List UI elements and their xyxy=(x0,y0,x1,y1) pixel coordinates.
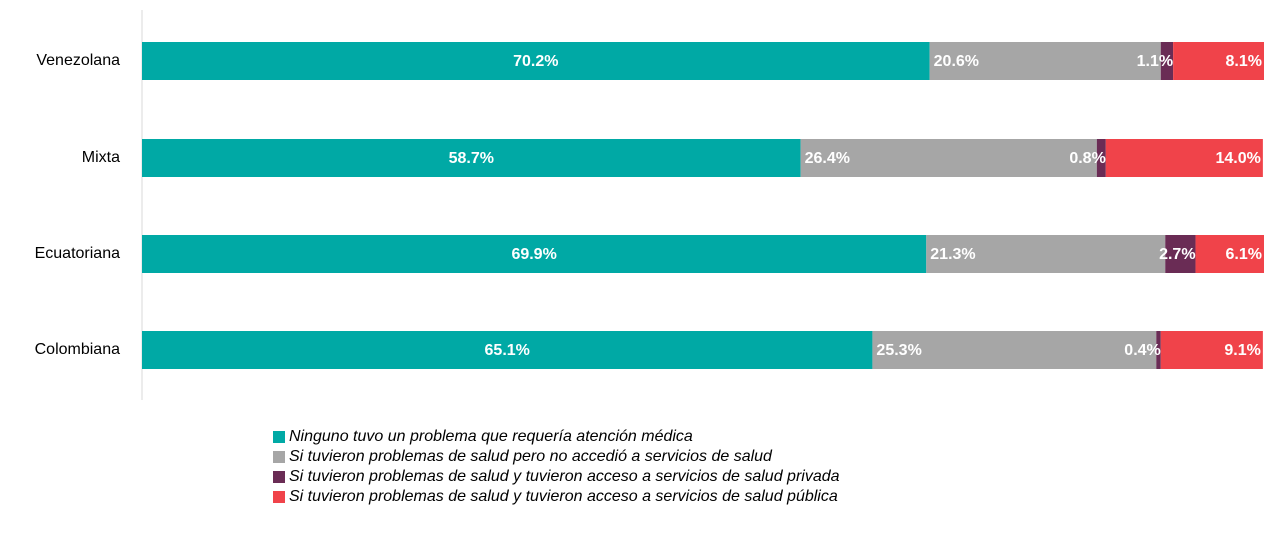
bar-segment xyxy=(1160,331,1263,369)
bar-segment xyxy=(1156,331,1161,369)
bar-segment xyxy=(1195,235,1264,273)
bar-segment xyxy=(929,42,1161,80)
legend-swatch xyxy=(273,431,285,443)
bar-segment xyxy=(142,42,930,80)
value-label: 1.1% xyxy=(1137,53,1173,70)
bar-segment xyxy=(1105,139,1263,177)
value-label: 14.0% xyxy=(1216,150,1261,167)
value-label: 9.1% xyxy=(1224,342,1260,359)
bar-segment xyxy=(142,331,873,369)
category-label: Ecuatoriana xyxy=(35,245,120,262)
bar-segment xyxy=(1160,42,1174,80)
bar-segment xyxy=(1096,139,1106,177)
legend-label: Si tuvieron problemas de salud y tuviero… xyxy=(289,468,840,485)
legend-label: Si tuvieron problemas de salud y tuviero… xyxy=(289,488,838,505)
value-label: 21.3% xyxy=(930,246,975,263)
bar-segment xyxy=(142,139,801,177)
value-label: 0.8% xyxy=(1069,150,1105,167)
legend-label: Si tuvieron problemas de salud pero no a… xyxy=(289,448,773,465)
bar-segment xyxy=(872,331,1157,369)
value-label: 65.1% xyxy=(485,342,530,359)
value-label: 2.7% xyxy=(1159,246,1195,263)
bar-segment xyxy=(1173,42,1264,80)
value-label: 0.4% xyxy=(1124,342,1160,359)
bar-segment xyxy=(800,139,1097,177)
bar-segment xyxy=(142,235,927,273)
value-label: 58.7% xyxy=(449,150,494,167)
value-label: 70.2% xyxy=(513,53,558,70)
category-label: Mixta xyxy=(82,149,120,166)
bar-segment xyxy=(1165,235,1196,273)
value-label: 26.4% xyxy=(805,150,850,167)
legend-label: Ninguno tuvo un problema que requería at… xyxy=(289,428,693,445)
legend-swatch xyxy=(273,491,285,503)
legend-swatch xyxy=(273,451,285,463)
value-label: 6.1% xyxy=(1226,246,1262,263)
value-label: 25.3% xyxy=(876,342,921,359)
value-label: 20.6% xyxy=(934,53,979,70)
legend-swatch xyxy=(273,471,285,483)
value-label: 69.9% xyxy=(511,246,556,263)
bar-segment xyxy=(926,235,1166,273)
category-label: Colombiana xyxy=(35,341,120,358)
value-label: 8.1% xyxy=(1226,53,1262,70)
category-label: Venezolana xyxy=(36,52,120,69)
